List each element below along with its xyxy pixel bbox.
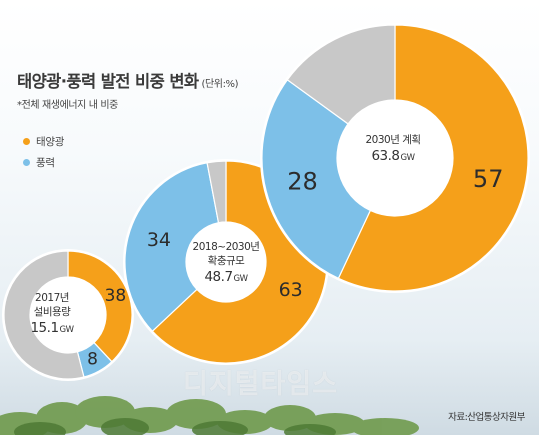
watermark: 디지털타임스	[183, 369, 339, 400]
donut-2018-2030-center	[186, 222, 266, 302]
donut-2030-solar-value-label: 57	[473, 165, 504, 193]
center-2017-total: 15.1GW	[30, 319, 75, 339]
donut-2017-solar-value-label: 38	[105, 286, 127, 306]
center-label-2018-2030: 2018~2030년 확충규모 48.7GW	[193, 240, 260, 288]
donut-2018-2030-wind-value-label: 34	[147, 229, 171, 251]
donut-2030-wind-value-label: 28	[287, 168, 318, 196]
donut-2030: 57 28	[260, 23, 530, 293]
center-2030-total: 63.8GW	[365, 147, 420, 167]
source-note: 자료:산업통상자원부	[448, 412, 525, 423]
total-2017-value: 15.1	[30, 320, 59, 336]
donut-2018-2030-solar-value-label: 63	[279, 279, 303, 301]
donut-2017-wind-value-label: 8	[87, 350, 98, 370]
center-2018-line1: 2018~2030년	[192, 241, 260, 253]
center-2018-total: 48.7GW	[193, 268, 260, 288]
wind-legend-dot	[23, 159, 30, 166]
total-2018-unit: GW	[233, 274, 249, 284]
donut-2030-center	[337, 100, 453, 216]
solar-legend-dot	[23, 138, 30, 145]
chart-subtitle: *전체 재생에너지 내 비중	[17, 100, 118, 111]
unit-label: (단위:%)	[201, 79, 239, 90]
center-2030-line1: 2030년 계획	[365, 134, 421, 146]
center-label-2017: 2017년 설비용량 15.1GW	[30, 291, 75, 339]
legend-label-solar: 태양광	[36, 136, 65, 148]
legend-label-wind: 풍력	[36, 157, 55, 169]
donut-2017: 38 8	[2, 249, 134, 381]
center-2017-line2: 설비용량	[33, 306, 71, 318]
donut-2030-wind-slice	[261, 78, 372, 280]
center-2017-line1: 2017년	[35, 292, 69, 304]
center-label-2030: 2030년 계획 63.8GW	[365, 133, 421, 167]
chart-title: 태양광·풍력 발전 비중 변화 (단위:%)	[17, 72, 239, 91]
total-2030-unit: GW	[400, 153, 416, 163]
center-2018-line2: 확충규모	[207, 255, 245, 267]
legend: 태양광 풍력	[23, 131, 64, 173]
total-2030-value: 63.8	[371, 148, 400, 164]
donut-2017-center	[30, 277, 106, 353]
legend-item-wind: 풍력	[23, 152, 64, 173]
total-2017-unit: GW	[59, 325, 75, 335]
total-2018-value: 48.7	[204, 269, 233, 285]
legend-item-solar: 태양광	[23, 131, 64, 152]
